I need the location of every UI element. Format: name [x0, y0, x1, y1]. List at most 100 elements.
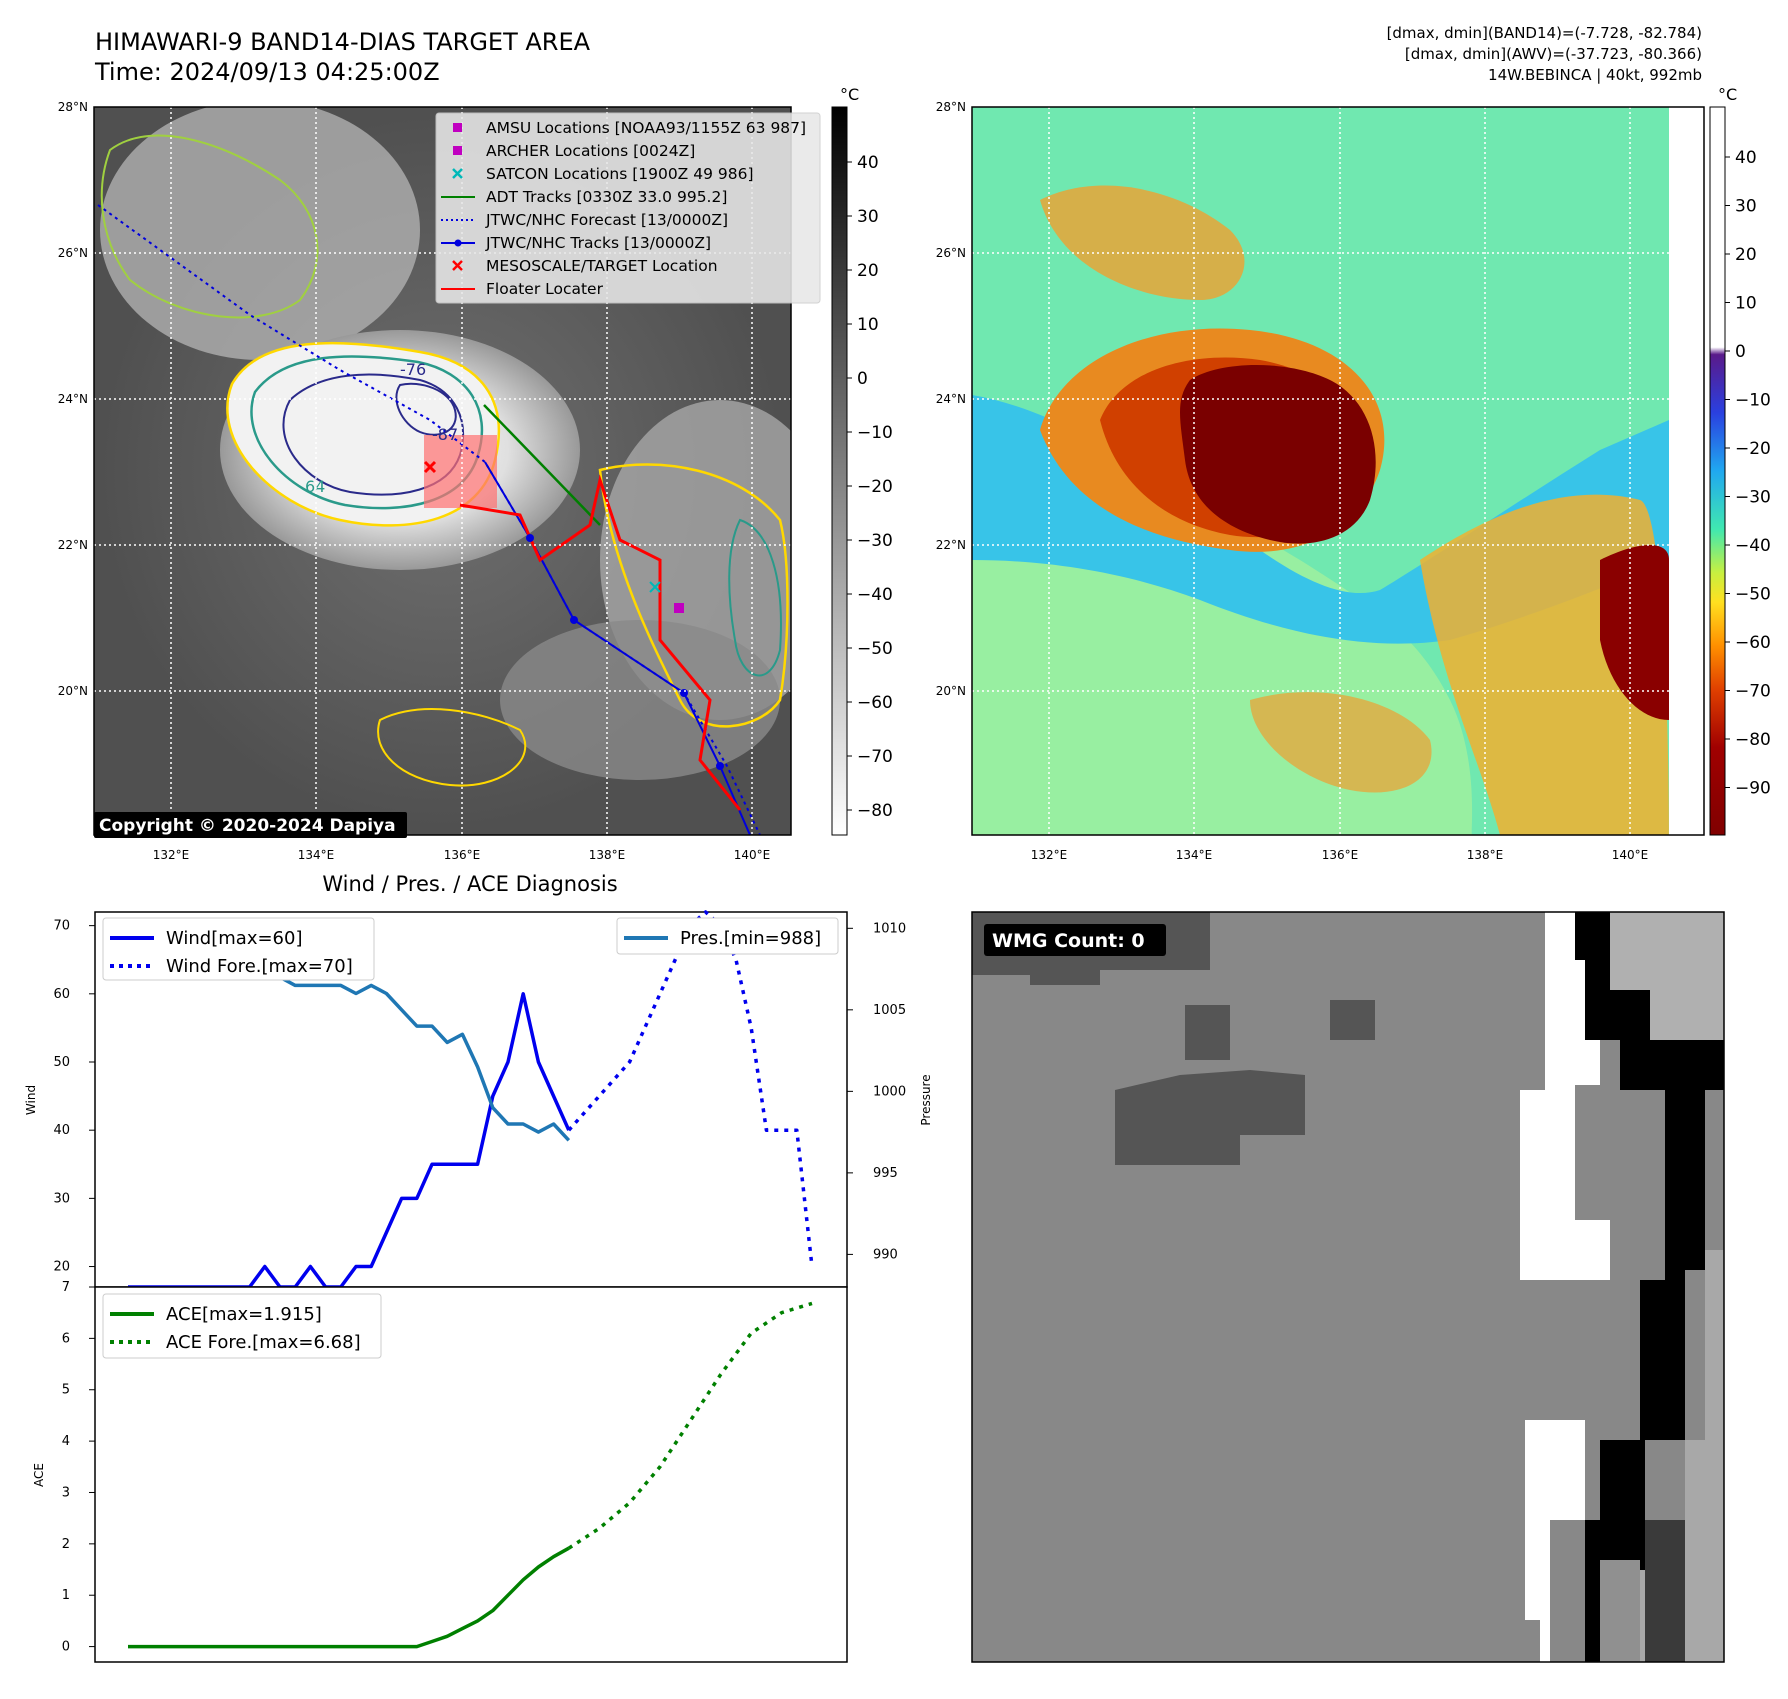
wmg-grid-panel: WMG Count: 0: [971, 911, 1725, 1663]
wmg-black-band: [1575, 912, 1724, 1662]
pressure-tick-label: 1000: [873, 1084, 906, 1099]
legend-item: ADT Tracks [0330Z 33.0 995.2]: [441, 188, 727, 206]
legend-marker: [452, 168, 463, 179]
map-legend: AMSU Locations [NOAA93/1155Z 63 987] ARCH…: [435, 112, 821, 304]
legend-label: JTWC/NHC Tracks [13/0000Z]: [485, 234, 711, 252]
ace-tick-label: 4: [62, 1434, 70, 1449]
colorbar-tick-label: 40: [857, 153, 879, 173]
series-ace: [128, 1546, 570, 1649]
wmg-white-band: [1520, 912, 1610, 1662]
colorbar-tick-label: 40: [1735, 148, 1757, 168]
jtwc-observed-track: [484, 461, 751, 835]
mesoscale-target-box: [424, 435, 497, 508]
legend-marker: [453, 146, 462, 155]
legend-item: Floater Locater: [441, 280, 604, 298]
copyright-text: Copyright © 2020-2024 Dapiya: [99, 816, 396, 836]
legend-item: MESOSCALE/TARGET Location: [452, 257, 718, 275]
legend-label: SATCON Locations [1900Z 49 986]: [486, 165, 754, 183]
wmg-count-badge: WMG Count: 0: [984, 924, 1166, 956]
wind-axis-label: Wind: [24, 1085, 38, 1115]
lon-tick-label: 140°E: [1612, 848, 1649, 862]
adt-track: [483, 404, 601, 526]
ir-satellite-map: -76 -87 64 28°N 26°N 24°N 22°N 20°N 132°E 134…: [58, 100, 821, 862]
legend-item: SATCON Locations [1900Z 49 986]: [452, 165, 754, 183]
colorbar-tick-label: 0: [857, 369, 868, 389]
ace-legend: ACE[max=1.915] ACE Fore.[max=6.68]: [102, 1293, 382, 1359]
legend-item: JTWC/NHC Tracks [13/0000Z]: [441, 234, 711, 252]
lat-tick-label: 24°N: [58, 392, 88, 406]
legend-wind: Wind[max=60]: [166, 928, 303, 949]
lon-tick-label: 138°E: [1467, 848, 1504, 862]
lat-tick-label: 22°N: [936, 538, 966, 552]
latitude-ticks: 28°N 26°N 24°N 22°N 20°N: [58, 100, 88, 698]
colorbar-tick-label: 0: [1735, 342, 1746, 362]
lat-tick-label: 28°N: [936, 100, 966, 114]
longitude-ticks: 132°E 134°E 136°E 138°E 140°E: [153, 848, 771, 862]
colorbar-tick-label: 30: [857, 207, 879, 227]
colorbar-tick-label: −80: [1735, 730, 1771, 750]
floater-locater-track: [459, 474, 742, 811]
colorbar-ir: °C 40 30 20 10 0 −10 −20 −30 −40 −50 −60 −70 −80: [831, 85, 893, 836]
lon-tick-label: 136°E: [1322, 848, 1359, 862]
lat-tick-label: 26°N: [58, 246, 88, 260]
legend-label: MESOSCALE/TARGET Location: [486, 257, 718, 275]
colorbar-tick-label: −70: [857, 747, 893, 767]
title-line-2: Time: 2024/09/13 04:25:00Z: [94, 58, 440, 86]
mesoscale-target-marker: [423, 460, 437, 474]
pressure-tick-label: 995: [873, 1166, 898, 1181]
latitude-ticks: 28°N 26°N 24°N 22°N 20°N: [936, 100, 966, 698]
colorbar-tick-label: −70: [1735, 682, 1771, 702]
colorbar-tick-label: −30: [1735, 488, 1771, 508]
contour-label: 64: [305, 477, 325, 496]
colorbar-awv: °C 40 30 20 10 0 −10 −20 −30 −40 −50 −60 −70 −80 −90: [1709, 85, 1771, 836]
legend-marker: [454, 239, 462, 247]
info-line-1: [dmax, dmin](BAND14)=(-7.728, -82.784): [1387, 24, 1702, 42]
wind-tick-label: 60: [53, 987, 70, 1002]
legend-item: JTWC/NHC Forecast [13/0000Z]: [441, 211, 728, 229]
east-cloud-contour: [598, 463, 789, 728]
legend-label: ARCHER Locations [0024Z]: [486, 142, 695, 160]
ace-tick-label: 0: [62, 1640, 70, 1655]
colorbar-tick-label: −20: [1735, 439, 1771, 459]
lat-tick-label: 28°N: [58, 100, 88, 114]
legend-marker: [453, 123, 462, 132]
colorbar-tick-label: 20: [1735, 245, 1757, 265]
legend-pressure: Pres.[min=988]: [680, 928, 821, 949]
ace-tick-label: 7: [62, 1280, 70, 1295]
wind-tick-label: 40: [53, 1123, 70, 1138]
longitude-ticks: 132°E 134°E 136°E 138°E 140°E: [1031, 848, 1649, 862]
colorbar-tick-label: 30: [1735, 197, 1757, 217]
info-line-3: 14W.BEBINCA | 40kt, 992mb: [1488, 66, 1702, 84]
legend-item: ARCHER Locations [0024Z]: [453, 142, 695, 160]
legend-marker: [452, 260, 463, 271]
colorbar-tick-label: −50: [1735, 585, 1771, 605]
lat-tick-label: 24°N: [936, 392, 966, 406]
ace-tick-label: 6: [62, 1331, 70, 1346]
colorbar-tick-label: 10: [857, 315, 879, 335]
lon-tick-label: 134°E: [298, 848, 335, 862]
wind-legend: Wind[max=60] Wind Fore.[max=70]: [102, 917, 375, 981]
colorbar-tick-label: −30: [857, 531, 893, 551]
colorbar-tick-label: −40: [857, 585, 893, 605]
colorbar-unit: °C: [840, 85, 859, 104]
south-cloud-contour: [377, 708, 527, 787]
pressure-tick-label: 990: [873, 1247, 898, 1262]
ace-tick-label: 2: [62, 1537, 70, 1552]
jtwc-track-point: [570, 616, 578, 624]
ace-tick-label: 1: [62, 1588, 70, 1603]
lat-tick-label: 26°N: [936, 246, 966, 260]
lon-tick-label: 140°E: [734, 848, 771, 862]
copyright-badge: Copyright © 2020-2024 Dapiya: [94, 812, 407, 838]
colorbar-tick-label: −40: [1735, 536, 1771, 556]
pressure-tick-label: 1010: [873, 921, 906, 936]
wind-tick-label: 20: [53, 1260, 70, 1275]
jtwc-track-point: [526, 534, 534, 542]
colorbar-tick-label: −80: [857, 801, 893, 821]
info-line-2: [dmax, dmin](AWV)=(-37.723, -80.366): [1405, 45, 1702, 63]
colorbar-tick-label: −60: [857, 693, 893, 713]
jtwc-track-point: [716, 762, 724, 770]
pressure-legend: Pres.[min=988]: [616, 917, 839, 955]
ace-axis-label: ACE: [32, 1463, 46, 1487]
